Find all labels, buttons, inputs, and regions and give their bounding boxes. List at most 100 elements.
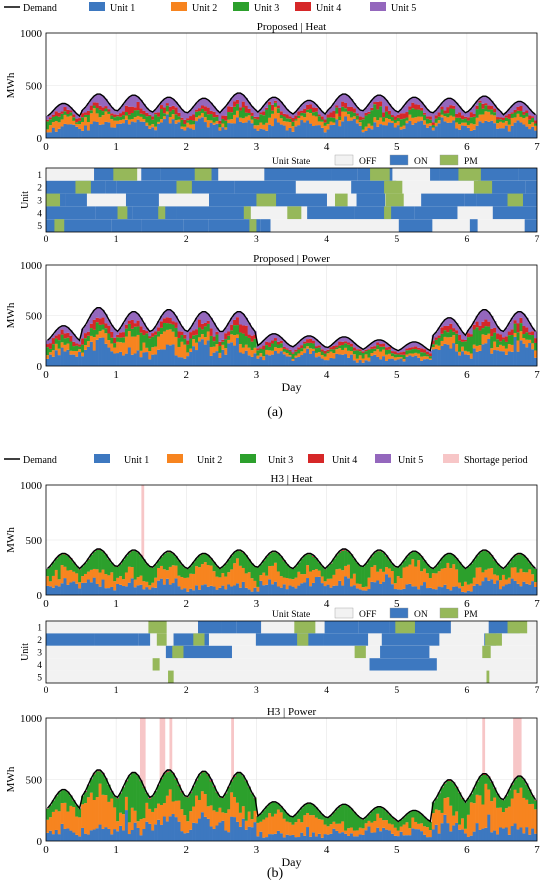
bar-segment-unit4 bbox=[116, 114, 120, 117]
bar-segment-unit4 bbox=[215, 331, 219, 335]
bar-segment-unit1 bbox=[192, 590, 196, 595]
bar-segment-unit1 bbox=[130, 121, 134, 138]
bar-segment-unit1 bbox=[174, 817, 178, 841]
bar-segment-unit3 bbox=[276, 108, 281, 114]
bar-segment-unit2 bbox=[186, 122, 190, 128]
bar-segment-unit1 bbox=[154, 587, 158, 595]
bar-segment-unit5 bbox=[373, 340, 377, 347]
bar-segment-unit3 bbox=[151, 567, 155, 583]
bar-segment-unit5 bbox=[507, 322, 511, 332]
bar-segment-unit3 bbox=[265, 806, 269, 818]
bar-segment-unit2 bbox=[329, 578, 333, 588]
bar-segment-unit3 bbox=[399, 819, 403, 827]
bar-segment-unit4 bbox=[63, 333, 67, 339]
bar-segment-unit1 bbox=[347, 357, 351, 366]
bar-segment-unit2 bbox=[92, 799, 96, 830]
bar-segment-unit2 bbox=[516, 572, 520, 584]
bar-segment-unit2 bbox=[443, 116, 447, 122]
bar-segment-unit3 bbox=[393, 567, 398, 584]
bar-segment-unit2 bbox=[338, 823, 342, 834]
bar-segment-unit3 bbox=[66, 337, 70, 344]
bar-segment-unit3 bbox=[127, 114, 132, 120]
bar-segment-unit1 bbox=[405, 584, 409, 595]
bar-segment-unit3 bbox=[499, 341, 503, 345]
x-tick-label: 0 bbox=[43, 369, 49, 381]
bar-segment-unit2 bbox=[206, 331, 210, 341]
bar-segment-unit4 bbox=[329, 347, 333, 350]
bar-segment-unit1 bbox=[262, 837, 266, 841]
bar-segment-unit3 bbox=[516, 554, 520, 573]
state-pm-segment bbox=[473, 180, 493, 194]
bar-segment-unit1 bbox=[136, 350, 140, 366]
bar-segment-unit1 bbox=[221, 820, 225, 841]
bar-segment-unit3 bbox=[256, 350, 260, 356]
bar-segment-unit5 bbox=[396, 350, 400, 354]
bar-segment-unit1 bbox=[259, 128, 263, 138]
bar-segment-unit4 bbox=[107, 109, 111, 112]
bar-segment-unit5 bbox=[241, 94, 246, 102]
bar-segment-unit3 bbox=[402, 118, 406, 126]
bar-segment-unit2 bbox=[417, 823, 421, 830]
bar-segment-unit2 bbox=[484, 335, 488, 344]
legend-a-unit4-swatch bbox=[295, 2, 311, 11]
bar-segment-unit1 bbox=[259, 580, 263, 595]
bar-segment-unit2 bbox=[177, 575, 181, 587]
bar-segment-unit3 bbox=[317, 347, 322, 353]
bar-segment-unit2 bbox=[271, 565, 275, 585]
bar-segment-unit4 bbox=[171, 321, 175, 325]
bar-segment-unit3 bbox=[192, 120, 196, 125]
bar-segment-unit5 bbox=[385, 100, 389, 107]
bar-segment-unit3 bbox=[206, 114, 210, 121]
bar-segment-unit1 bbox=[113, 829, 117, 841]
bar-segment-unit1 bbox=[282, 125, 286, 138]
bar-segment-unit2 bbox=[355, 358, 360, 363]
bar-segment-unit1 bbox=[396, 125, 400, 138]
bar-segment-unit2 bbox=[519, 331, 523, 341]
bar-segment-unit4 bbox=[247, 334, 251, 338]
bar-segment-unit5 bbox=[510, 105, 514, 113]
bar-segment-unit2 bbox=[396, 576, 400, 590]
bar-segment-unit3 bbox=[154, 334, 158, 347]
bar-segment-unit4 bbox=[478, 325, 482, 331]
bar-segment-unit4 bbox=[218, 120, 222, 124]
bar-segment-unit2 bbox=[317, 352, 322, 357]
legend-b-unit3-swatch bbox=[240, 454, 256, 463]
bar-segment-unit1 bbox=[402, 361, 406, 366]
bar-segment-unit4 bbox=[256, 348, 260, 351]
bar-segment-unit2 bbox=[376, 349, 380, 357]
bar-segment-unit3 bbox=[268, 346, 272, 351]
bar-segment-unit3 bbox=[89, 554, 94, 570]
bar-segment-unit1 bbox=[268, 124, 272, 138]
bar-segment-unit2 bbox=[487, 568, 491, 581]
bar-segment-unit2 bbox=[104, 574, 108, 589]
bar-segment-unit4 bbox=[414, 346, 418, 350]
bar-segment-unit2 bbox=[133, 117, 137, 123]
bar-segment-unit1 bbox=[297, 125, 301, 138]
bar-segment-unit3 bbox=[116, 798, 120, 822]
bar-segment-unit2 bbox=[51, 350, 56, 357]
bar-segment-unit1 bbox=[420, 831, 424, 841]
bar-segment-unit2 bbox=[119, 576, 123, 585]
bar-segment-unit1 bbox=[519, 586, 523, 595]
bar-segment-unit1 bbox=[437, 123, 441, 138]
bar-segment-unit3 bbox=[273, 802, 278, 814]
bar-segment-unit2 bbox=[458, 124, 462, 130]
bar-segment-unit5 bbox=[417, 98, 421, 105]
bar-segment-unit3 bbox=[434, 566, 438, 574]
bar-segment-unit1 bbox=[455, 351, 459, 366]
bar-segment-unit5 bbox=[452, 99, 456, 106]
bar-segment-unit5 bbox=[367, 103, 371, 112]
bar-segment-unit1 bbox=[89, 341, 94, 366]
bar-segment-unit2 bbox=[443, 336, 447, 344]
bar-segment-unit3 bbox=[376, 807, 380, 814]
bar-segment-unit1 bbox=[332, 358, 336, 366]
bar-segment-unit1 bbox=[478, 829, 482, 841]
bar-segment-unit2 bbox=[230, 334, 234, 343]
bar-segment-unit2 bbox=[455, 122, 459, 129]
bar-segment-unit1 bbox=[303, 582, 307, 595]
bar-segment-unit2 bbox=[133, 810, 137, 823]
bar-segment-unit1 bbox=[434, 348, 438, 366]
bar-segment-unit3 bbox=[364, 563, 368, 587]
bar-segment-unit3 bbox=[259, 564, 263, 576]
bar-segment-unit1 bbox=[69, 354, 73, 366]
